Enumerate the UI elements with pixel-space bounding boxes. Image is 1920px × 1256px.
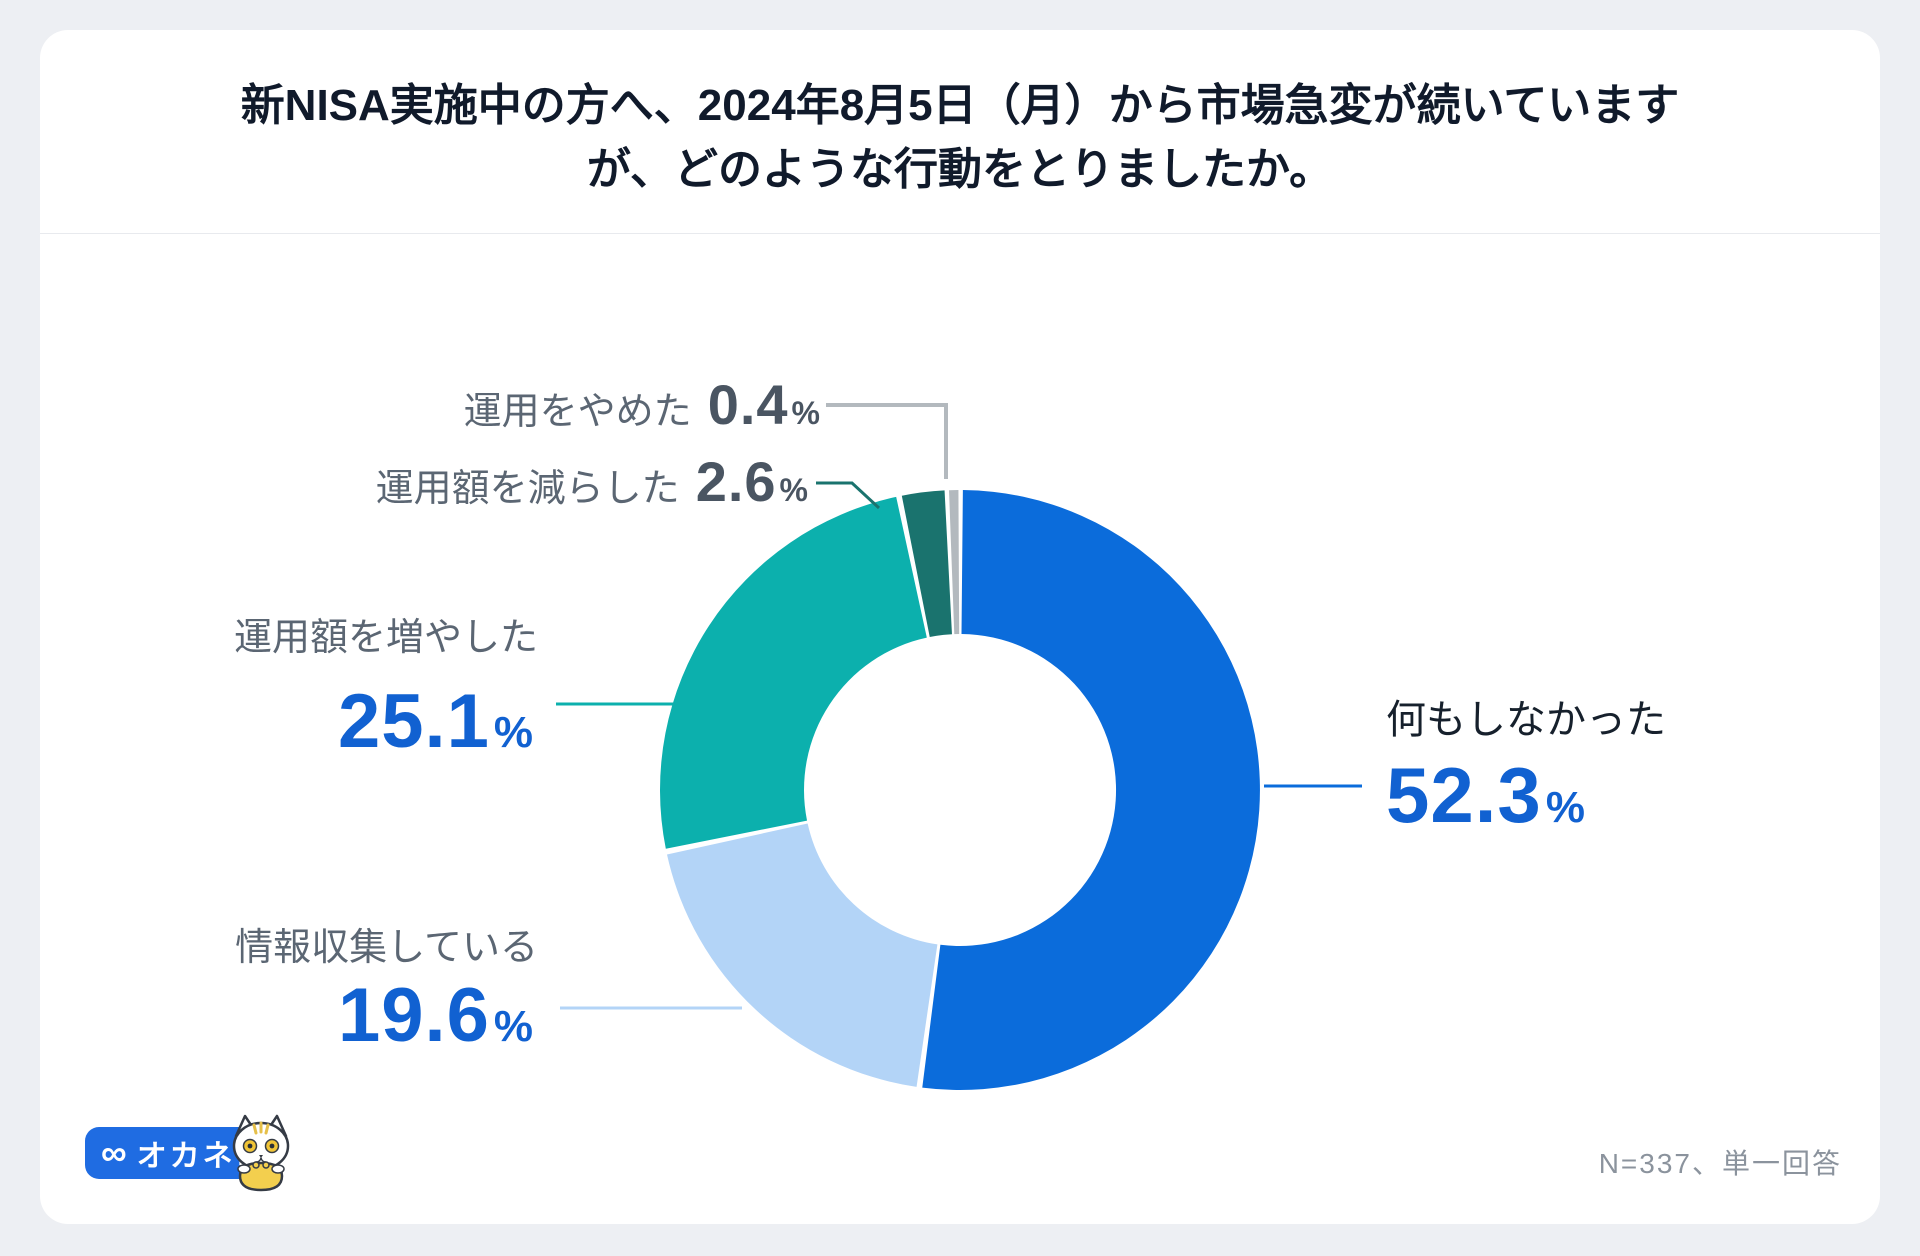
donut-slice-stopped-investing bbox=[949, 490, 960, 635]
callout-did-nothing: 52.3% bbox=[1386, 756, 1586, 847]
percent-sign: % bbox=[493, 1002, 534, 1051]
donut-slice-decreased-amount bbox=[901, 490, 952, 637]
donut-slice-increased-amount bbox=[660, 496, 927, 849]
percent-sign: % bbox=[493, 708, 534, 757]
callout-decreased-amount: 運用額を減らした 2.6 % bbox=[376, 449, 808, 514]
slice-label-decreased-amount: 運用額を減らした bbox=[375, 468, 680, 510]
slice-value-decreased-amount: 2.6 bbox=[695, 450, 777, 513]
percent-sign: % bbox=[791, 395, 820, 431]
slice-label-increased-amount: 運用額を増やした bbox=[233, 617, 538, 659]
slice-value-did-nothing: 52.3 bbox=[1386, 751, 1542, 839]
donut-slice-did-nothing bbox=[922, 490, 1260, 1090]
slice-value-increased-amount: 25.1 bbox=[337, 679, 490, 764]
title-line-1: 新NISA実施中の方へ、2024年8月5日（月）から市場急変が続いています bbox=[240, 81, 1680, 130]
slice-label-stopped-investing: 運用をやめた bbox=[463, 391, 692, 433]
sample-size-note: N=337、単一回答 bbox=[1598, 1148, 1842, 1179]
slice-value-gathering-info: 19.6 bbox=[337, 973, 490, 1058]
percent-sign: % bbox=[779, 472, 808, 508]
slice-value-stopped-investing: 0.4 bbox=[707, 373, 789, 436]
leader-line-stopped-investing bbox=[826, 403, 948, 479]
slice-label-did-nothing: 何もしなかった bbox=[1386, 698, 1666, 742]
title-line-2: が、どのような行動をとりましたか。 bbox=[586, 145, 1334, 194]
callout-gathering-info: 19.6% bbox=[338, 978, 534, 1065]
leader-line-decreased-amount bbox=[816, 481, 881, 510]
chart-question-title: 新NISA実施中の方へ、2024年8月5日（月）から市場急変が続いています が、ど… bbox=[150, 74, 1770, 202]
callout-increased-amount: 25.1% bbox=[338, 684, 534, 771]
callout-stopped-investing: 運用をやめた 0.4 % bbox=[464, 372, 820, 437]
percent-sign: % bbox=[1545, 783, 1586, 832]
purse-clasp-icon: ∞ bbox=[101, 1132, 127, 1173]
title-divider bbox=[40, 233, 1880, 234]
slice-label-gathering-info: 情報収集している bbox=[235, 927, 538, 969]
cat-mascot-icon bbox=[232, 1114, 290, 1192]
donut-slice-gathering-info bbox=[667, 823, 938, 1087]
